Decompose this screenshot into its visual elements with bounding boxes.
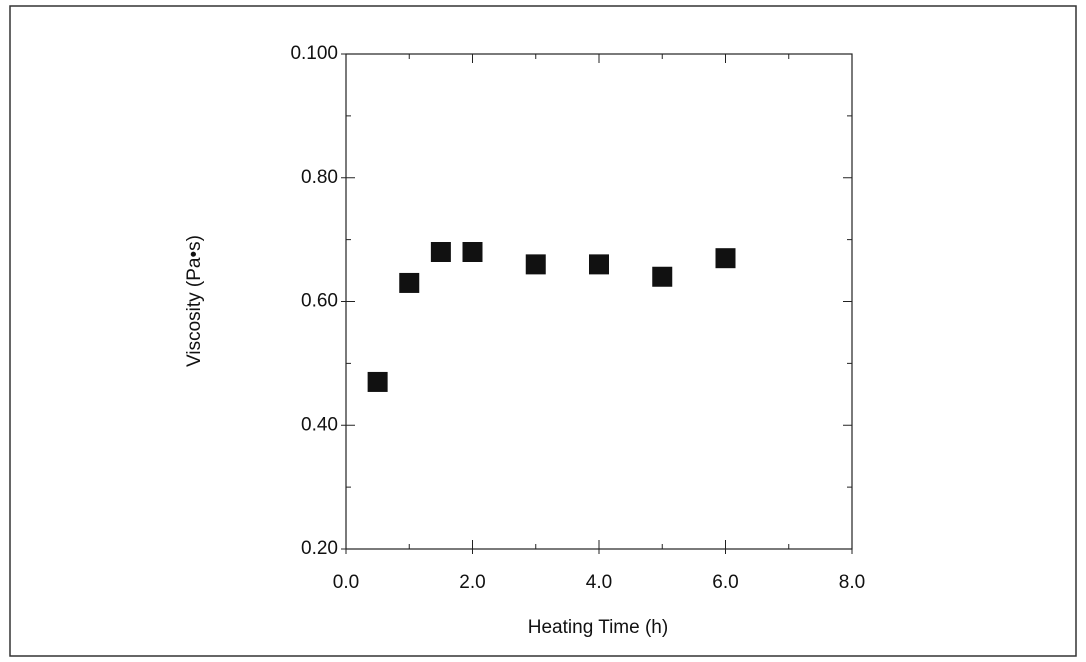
x-axis-label: Heating Time (h): [528, 617, 668, 638]
y-axis-label: Viscosity (Pa•s): [184, 235, 205, 367]
y-tick-label: 0.20: [301, 538, 338, 559]
y-tick-label: 0.60: [301, 291, 338, 312]
y-tick-label: 0.40: [301, 414, 338, 435]
plot-area: [345, 53, 853, 550]
point: [715, 248, 736, 269]
point: [462, 242, 483, 262]
y-tick-label: 0.80: [301, 167, 338, 188]
point: [367, 371, 388, 392]
y-tick-label: 0.100: [290, 43, 338, 64]
point: [399, 272, 420, 293]
point: [589, 254, 609, 275]
x-tick-label: 8.0: [839, 572, 865, 593]
x-tick-label: 2.0: [459, 572, 485, 593]
point: [430, 242, 451, 262]
point: [652, 266, 673, 287]
x-tick-label: 4.0: [586, 572, 612, 593]
point: [525, 254, 546, 275]
x-tick-label: 0.0: [333, 572, 359, 593]
frame: [9, 5, 1077, 657]
x-tick-label: 6.0: [712, 572, 738, 593]
